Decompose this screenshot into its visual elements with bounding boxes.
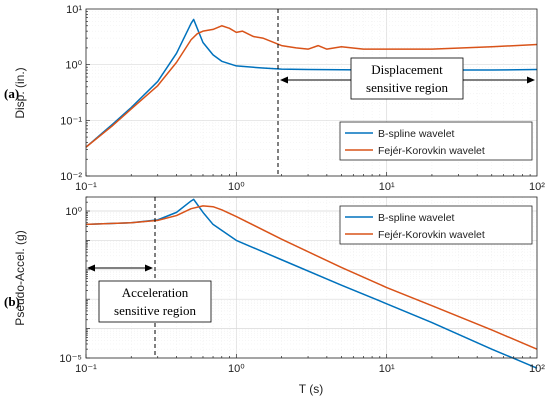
x-tick-label: 10¹ bbox=[379, 181, 395, 193]
region-text-a-line2: sensitive region bbox=[366, 80, 448, 95]
y-tick-label: 10⁻⁵ bbox=[59, 353, 82, 365]
legend-a-label-1: Fejér-Korovkin wavelet bbox=[378, 145, 485, 157]
y-axis-label-a: Disp. (in.) bbox=[13, 67, 27, 118]
chart-pseudo-acceleration: 10⁻¹ 10⁰ 10¹ 10² 10⁰ 10⁻⁵ Pseudo-Accel. (g) T… bbox=[13, 196, 545, 396]
legend-b-label-1: Fejér-Korovkin wavelet bbox=[378, 229, 485, 241]
arrowhead-right-a bbox=[527, 76, 535, 84]
x-tick-label: 10² bbox=[529, 181, 545, 193]
x-tick-label: 10⁰ bbox=[228, 181, 245, 193]
series-line-fejer-korovkin bbox=[85, 25, 538, 148]
axes-box-b bbox=[85, 196, 538, 359]
region-box-a bbox=[350, 57, 464, 100]
series-line-b-spline bbox=[85, 198, 538, 369]
region-text-b-line2: sensitive region bbox=[114, 303, 196, 318]
ticks-b: 10⁻¹ 10⁰ 10¹ 10² 10⁰ 10⁻⁵ bbox=[59, 196, 545, 375]
series-group-b bbox=[85, 198, 538, 369]
legend-b bbox=[339, 205, 533, 245]
x-tick-label: 10² bbox=[529, 363, 545, 375]
x-axis-label: T (s) bbox=[299, 382, 323, 396]
panel-b-label: (b) bbox=[4, 294, 20, 309]
arrowhead-left-a bbox=[280, 76, 288, 84]
series-line-fejer-korovkin bbox=[85, 205, 538, 350]
y-tick-label: 10⁰ bbox=[65, 206, 82, 218]
y-tick-label: 10⁰ bbox=[65, 60, 82, 72]
region-box-b bbox=[98, 280, 212, 323]
region-text-a-line1: Displacement bbox=[371, 62, 443, 77]
y-tick-label: 10⁻² bbox=[60, 171, 82, 183]
x-tick-label: 10⁻¹ bbox=[75, 363, 97, 375]
y-tick-label: 10⁻¹ bbox=[60, 115, 82, 127]
y-tick-label: 10¹ bbox=[66, 4, 82, 16]
legend-a-label-0: B-spline wavelet bbox=[378, 128, 455, 140]
legend-b-label-0: B-spline wavelet bbox=[378, 212, 455, 224]
x-tick-label: 10⁰ bbox=[228, 363, 245, 375]
panel-a-label: (a) bbox=[4, 86, 19, 101]
region-text-b-line1: Acceleration bbox=[122, 285, 189, 300]
y-axis-label-b: Pseudo-Accel. (g) bbox=[13, 230, 27, 325]
x-tick-label: 10⁻¹ bbox=[75, 181, 97, 193]
x-tick-label: 10¹ bbox=[379, 363, 395, 375]
legend-a bbox=[339, 121, 533, 161]
axes-box-a bbox=[85, 8, 538, 177]
arrowhead-left-b bbox=[87, 264, 95, 272]
arrowhead-right-b bbox=[145, 264, 153, 272]
